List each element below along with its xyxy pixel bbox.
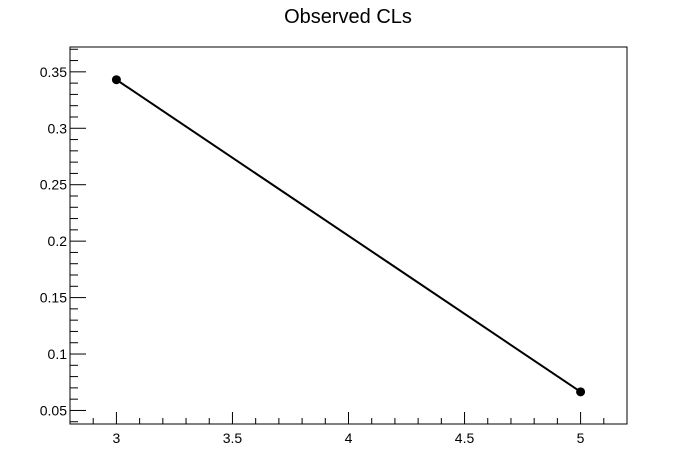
data-point xyxy=(111,75,121,85)
y-tick-label: 0.25 xyxy=(40,177,67,193)
x-axis: 3 3.5 4 4.5 5 xyxy=(69,412,628,446)
x-tick-label: 4 xyxy=(345,430,353,446)
x-tick-label: 4.5 xyxy=(455,430,475,446)
series-layer xyxy=(111,75,586,397)
x-tick-label: 3.5 xyxy=(223,430,243,446)
data-point xyxy=(576,387,586,397)
y-tick-label: 0.2 xyxy=(48,233,68,249)
x-tick-label: 5 xyxy=(577,430,585,446)
y-axis: 0.05 0.1 0.15 0.2 0.25 0.3 0.35 xyxy=(40,48,86,423)
y-tick-label: 0.05 xyxy=(40,402,67,418)
y-tick-label: 0.35 xyxy=(40,64,67,80)
series-line xyxy=(115,78,582,393)
y-tick-label: 0.3 xyxy=(48,120,68,136)
x-tick-label: 3 xyxy=(113,430,121,446)
y-tick-label: 0.1 xyxy=(48,346,68,362)
chart-title: Observed CLs xyxy=(284,6,412,28)
y-tick-label: 0.15 xyxy=(40,290,67,306)
